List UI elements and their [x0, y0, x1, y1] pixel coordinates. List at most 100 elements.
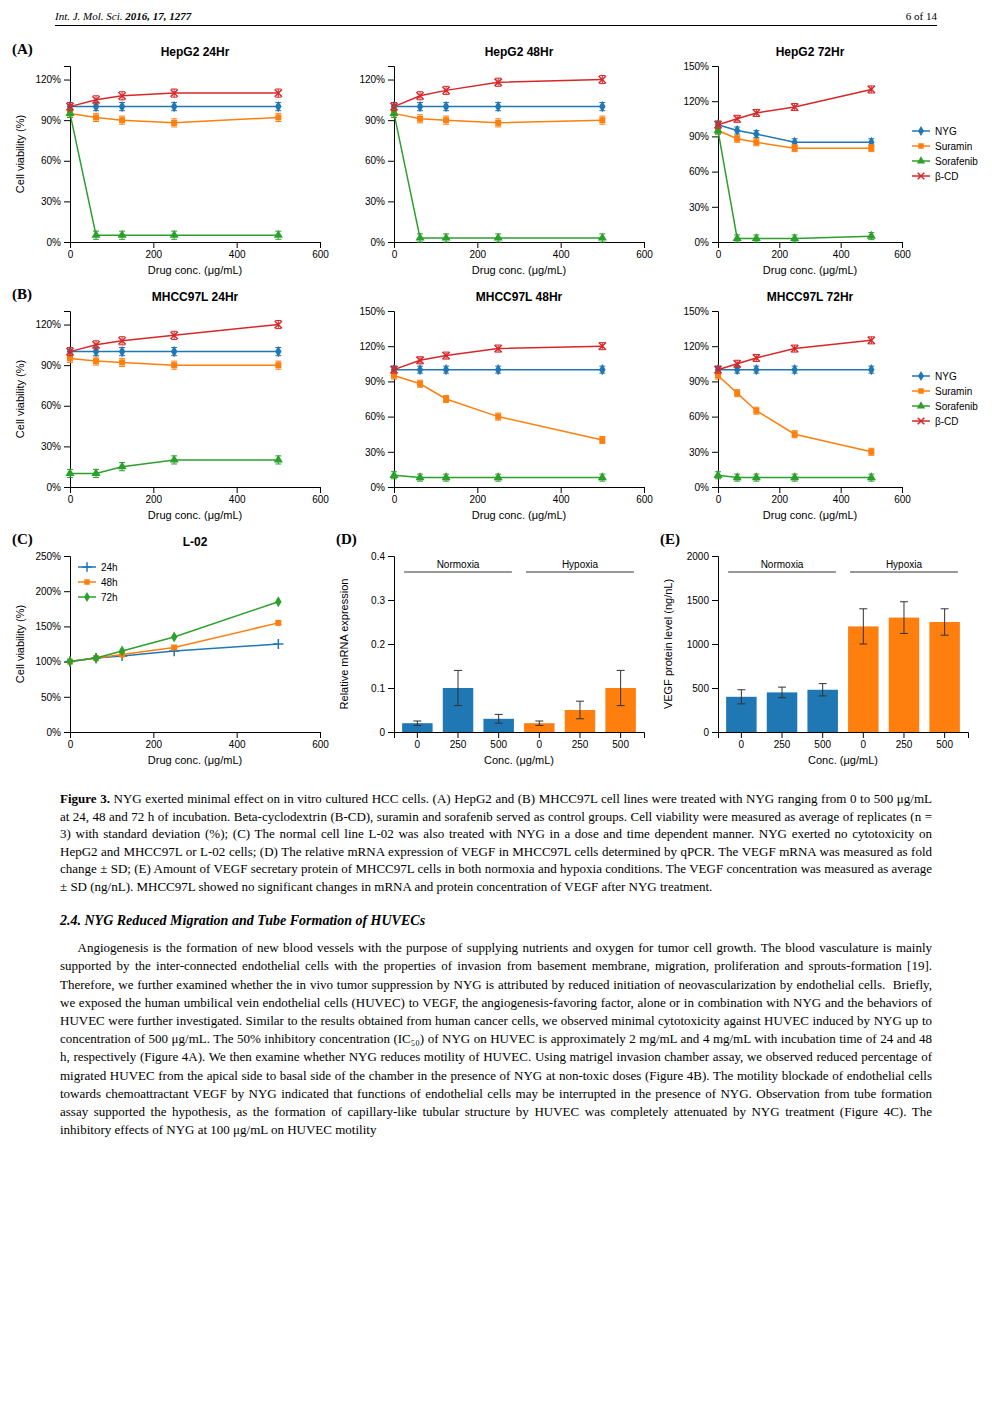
x-tick-mark [903, 732, 904, 738]
y-tick-label: 60% [365, 155, 385, 166]
x-tick-mark [477, 487, 478, 493]
x-tick-label: 0 [68, 494, 74, 505]
y-axis: 0%30%60%90%120% [359, 67, 394, 248]
y-tick-mark [712, 732, 718, 733]
y-tick: 2000 [687, 551, 718, 562]
y-axis: 0%30%60%90%120%150% [683, 61, 718, 248]
y-tick-mark [388, 452, 394, 453]
y-tick-mark [712, 242, 718, 243]
error-bar [417, 115, 423, 123]
x-tick: 600 [636, 242, 653, 260]
y-axis: 0%50%100%150%200%250% [35, 551, 70, 738]
line-series [67, 354, 281, 369]
chart-title: HepG2 48Hr [485, 45, 554, 59]
x-tick-label: 600 [312, 739, 329, 750]
y-tick-mark [64, 591, 70, 592]
line-series [67, 596, 282, 667]
x-tick-label: 400 [833, 249, 850, 260]
x-tick-mark [320, 732, 321, 738]
marker [118, 461, 127, 469]
x-tick-label: 0 [739, 739, 745, 750]
x-tick-label: 200 [145, 494, 162, 505]
group-bracket [850, 572, 958, 573]
bar-series [524, 670, 636, 732]
x-tick: 400 [833, 242, 850, 260]
line [394, 113, 602, 238]
marker [752, 233, 761, 241]
y-tick: 120% [683, 341, 718, 352]
y-tick: 90% [689, 131, 718, 142]
caption-text: NYG exerted minimal effect on in vitro c… [60, 791, 935, 894]
x-tick-label: 200 [469, 249, 486, 260]
error-bar [495, 345, 501, 352]
x-axis-title: Drug conc. (μg/mL) [763, 509, 857, 521]
panel: 0%30%60%90%120%0200400600MHCC97L 24HrDru… [12, 286, 329, 521]
x-tick: 400 [553, 242, 570, 260]
x-axis-title: Drug conc. (μg/mL) [472, 264, 566, 276]
legend-item: Suramin [912, 141, 972, 152]
marker [734, 390, 740, 396]
legend-item: Sorafenib [912, 401, 978, 412]
x-tick-mark [237, 732, 238, 738]
error-bar [495, 78, 501, 86]
y-tick: 0 [379, 727, 394, 738]
x-tick: 250 [572, 732, 589, 750]
x-tick-label: 200 [145, 249, 162, 260]
y-axis-line [388, 557, 395, 733]
x-tick-label: 400 [229, 494, 246, 505]
line-series [66, 320, 282, 355]
y-tick-label: 90% [365, 376, 385, 387]
paragraph: Angiogenesis is the formation of new blo… [60, 939, 932, 1139]
y-tick-mark [64, 697, 70, 698]
marker [119, 645, 125, 656]
marker [171, 362, 177, 368]
x-tick-mark [458, 732, 459, 738]
error-bar [792, 104, 798, 111]
x-tick: 600 [312, 487, 329, 505]
x-tick-mark [620, 732, 621, 738]
y-tick-label: 30% [41, 196, 61, 207]
y-tick-mark [712, 600, 718, 601]
x-tick: 600 [312, 732, 329, 750]
marker [790, 472, 799, 480]
y-axis: 0%30%60%90%120% [35, 312, 70, 493]
x-axis: 0200400600 [68, 242, 330, 260]
y-tick-label: 0.2 [371, 639, 385, 650]
y-tick: 120% [359, 341, 394, 352]
error-bar [734, 115, 740, 122]
marker [791, 103, 798, 110]
x-tick-mark [718, 487, 719, 493]
plot: 0%50%100%150%200%250%020040060024h48h72h… [14, 535, 329, 766]
x-tick: 0 [415, 732, 421, 750]
legend-item: 48h [78, 577, 118, 588]
x-tick: 500 [936, 732, 953, 750]
x-tick-label: 600 [894, 249, 911, 260]
error-bar [753, 109, 759, 116]
error-bar [413, 721, 421, 725]
legend-label: NYG [935, 371, 957, 382]
caption-label: Figure 3. [60, 791, 110, 806]
x-axis-line [395, 488, 645, 494]
y-tick-mark [712, 487, 718, 488]
chart-title: MHCC97L 24Hr [152, 290, 239, 304]
error-bar [119, 337, 125, 345]
x-tick-label: 500 [936, 739, 953, 750]
marker [118, 230, 127, 238]
y-tick-label: 120% [359, 74, 385, 85]
x-tick-mark [477, 242, 478, 248]
x-tick: 0 [392, 487, 398, 505]
marker [443, 396, 449, 402]
x-tick-label: 500 [814, 739, 831, 750]
error-bar [599, 437, 605, 444]
group-bracket [404, 572, 512, 573]
x-tick-label: 0 [392, 494, 398, 505]
y-tick: 60% [41, 400, 70, 411]
marker [599, 364, 605, 375]
y-axis-line [64, 312, 71, 488]
line [718, 131, 871, 239]
y-tick-mark [712, 136, 718, 137]
y-tick-label: 0% [371, 482, 386, 493]
bar-series [726, 684, 838, 732]
legend-label: Suramin [935, 141, 972, 152]
x-tick-label: 0 [716, 494, 722, 505]
